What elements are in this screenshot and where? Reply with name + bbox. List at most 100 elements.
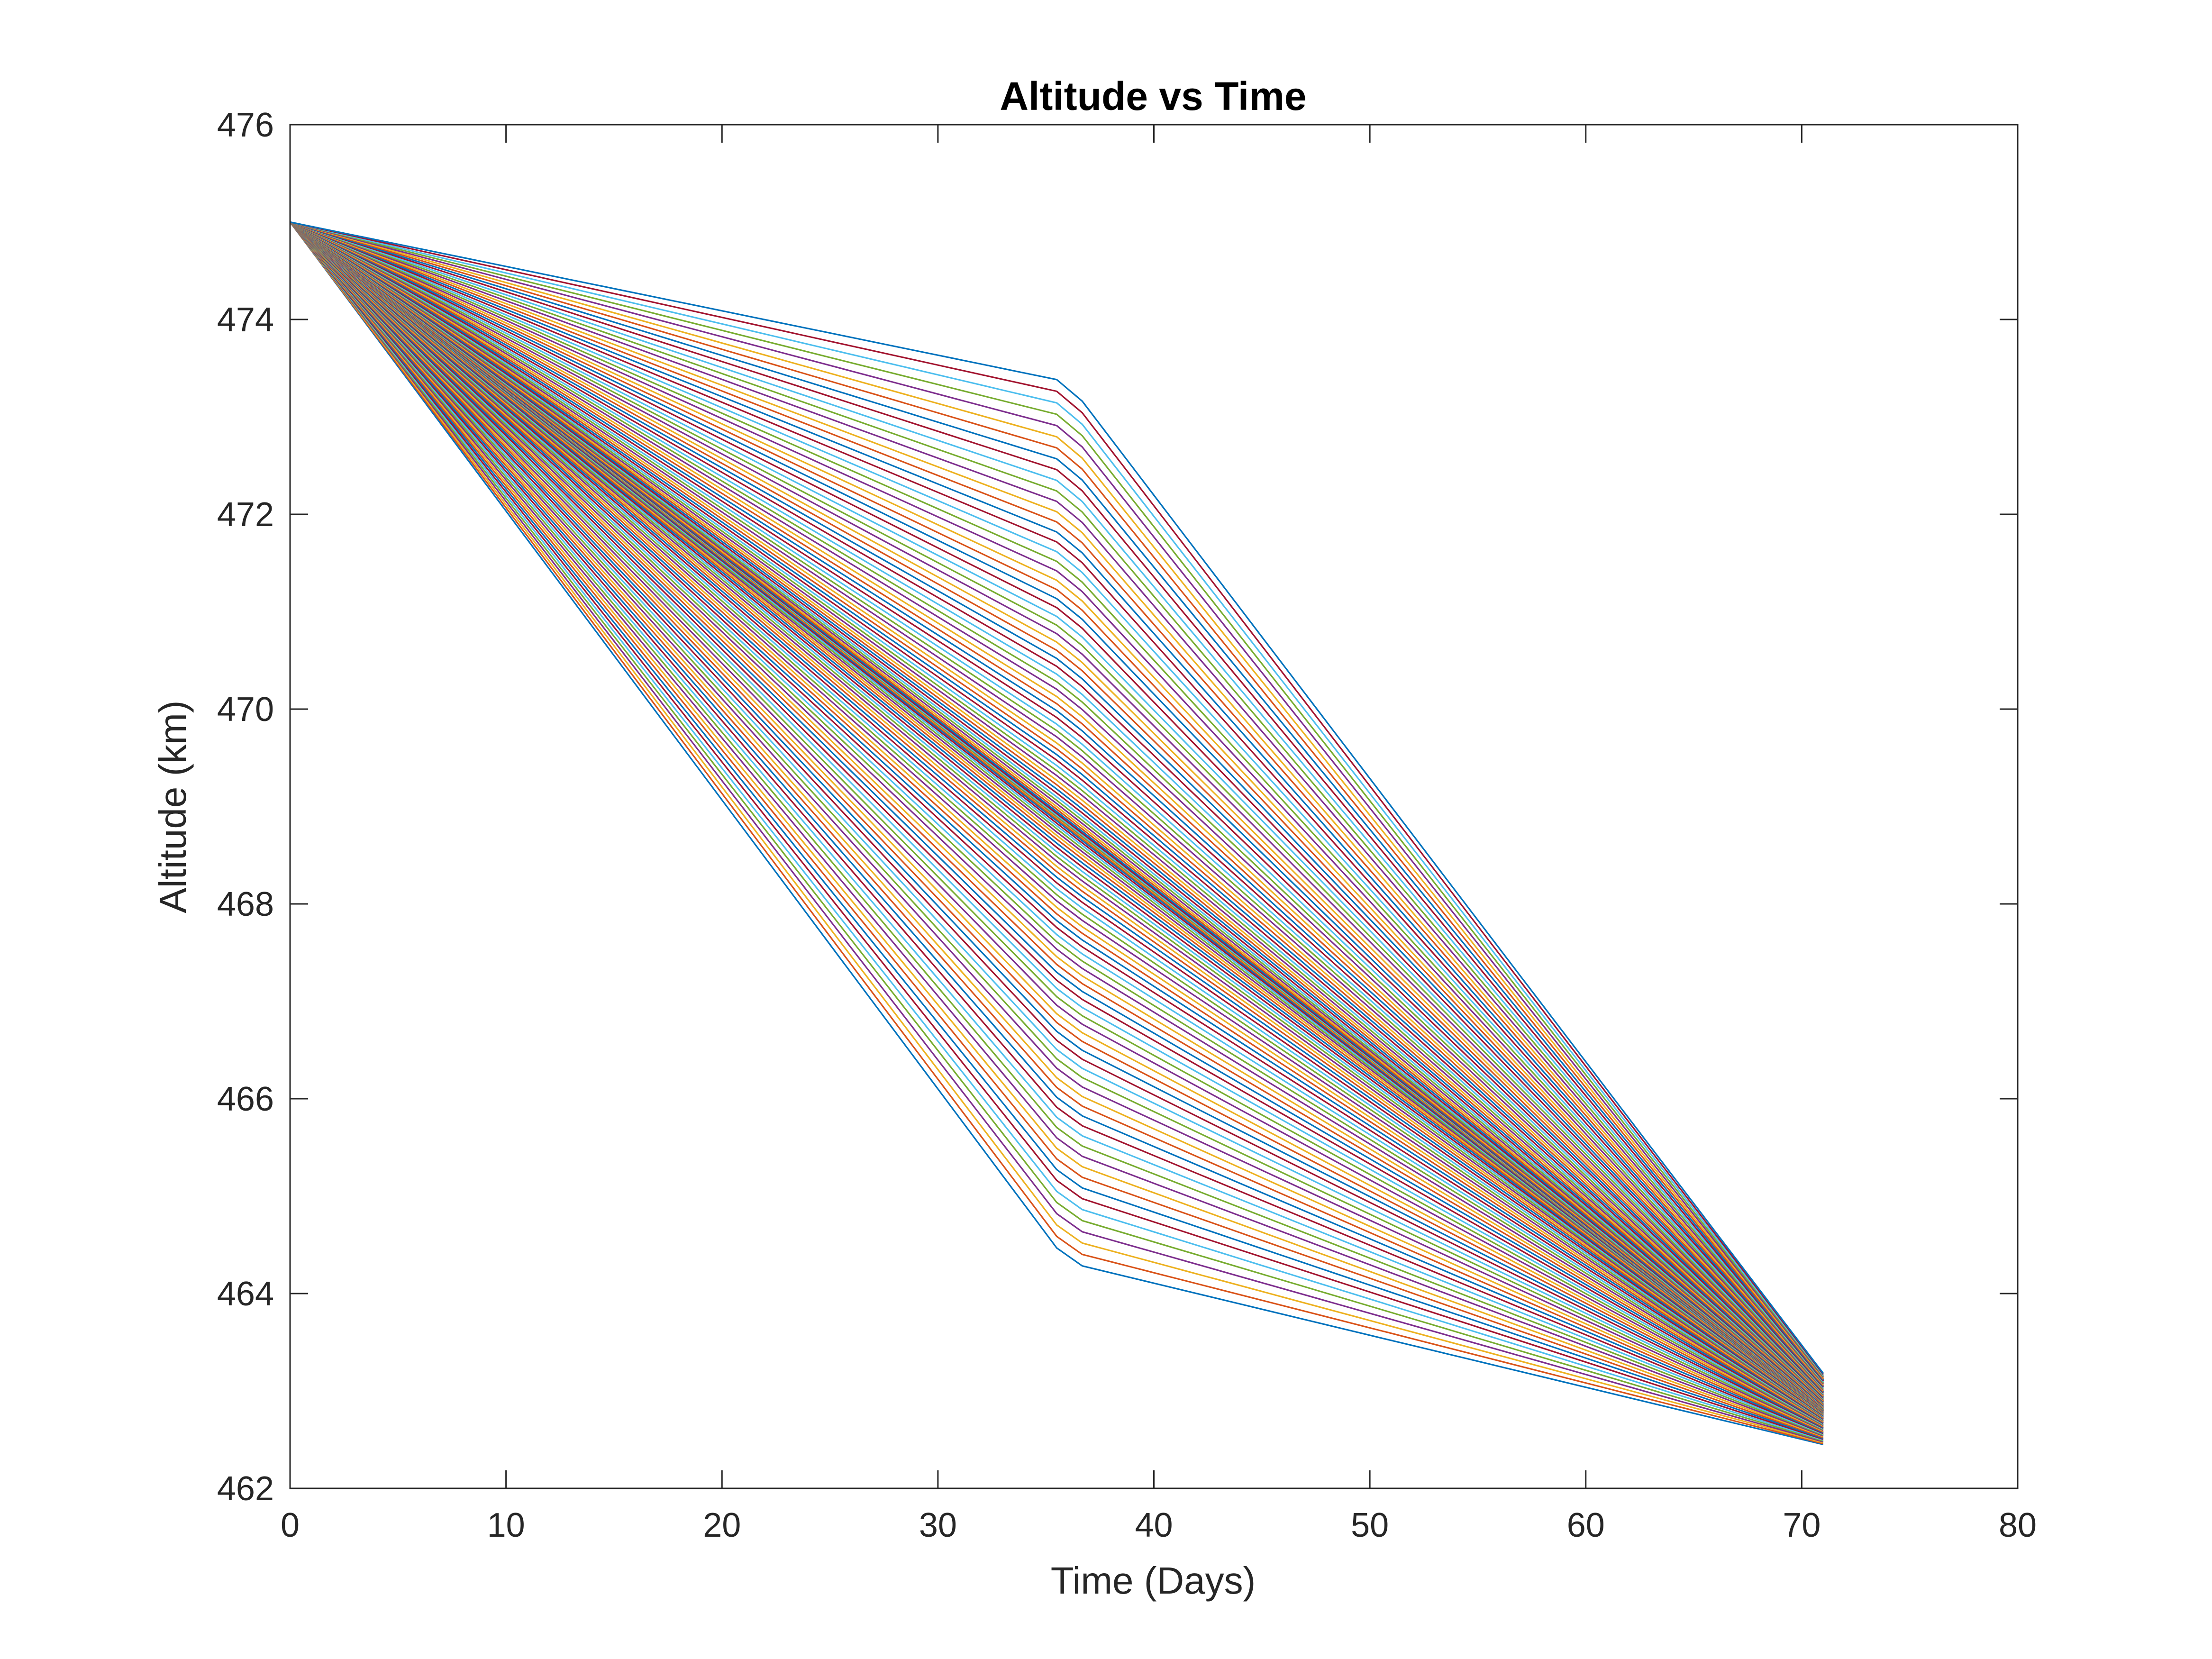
altitude-series-line xyxy=(289,221,1824,1420)
altitude-series-line xyxy=(290,221,1824,1376)
altitude-series-line xyxy=(289,221,1824,1437)
x-tick-label: 40 xyxy=(1135,1506,1173,1544)
x-tick-label: 80 xyxy=(1999,1506,2037,1544)
altitude-series-line xyxy=(289,221,1824,1419)
altitude-series-line xyxy=(289,221,1824,1427)
altitude-series-line xyxy=(289,221,1824,1440)
altitude-series-line xyxy=(289,221,1824,1416)
y-tick-label: 472 xyxy=(217,496,274,534)
altitude-series-line xyxy=(290,221,1824,1386)
altitude-series-line xyxy=(290,221,1824,1382)
altitude-series-line xyxy=(289,221,1824,1433)
y-axis: 462 464 466 468 470 472 474 476 xyxy=(217,106,2018,1508)
altitude-series-line xyxy=(290,221,1824,1402)
altitude-series-line xyxy=(290,221,1824,1384)
altitude-series-line xyxy=(289,221,1824,1431)
altitude-series-line xyxy=(290,221,1824,1389)
altitude-series-line xyxy=(289,221,1824,1431)
altitude-series-line xyxy=(290,221,1824,1413)
x-tick-label: 0 xyxy=(281,1506,300,1544)
series-lines xyxy=(289,221,1824,1446)
y-tick-label: 462 xyxy=(217,1470,274,1508)
altitude-series-line xyxy=(289,221,1824,1426)
altitude-series-line xyxy=(290,221,1824,1378)
altitude-series-line xyxy=(290,221,1824,1395)
altitude-series-line xyxy=(290,221,1824,1374)
altitude-series-line xyxy=(289,221,1824,1428)
altitude-series-line xyxy=(289,221,1824,1440)
altitude-series-line xyxy=(290,221,1824,1377)
altitude-series-line xyxy=(290,221,1824,1409)
altitude-series-line xyxy=(289,221,1824,1424)
altitude-series-line xyxy=(290,221,1824,1400)
altitude-series-line xyxy=(289,221,1824,1418)
altitude-series-line xyxy=(289,221,1824,1418)
y-tick-label: 464 xyxy=(217,1275,274,1313)
altitude-series-line xyxy=(289,221,1824,1441)
altitude-series-line xyxy=(290,221,1824,1387)
x-tick-label: 20 xyxy=(703,1506,741,1544)
altitude-series-line xyxy=(289,221,1824,1435)
altitude-series-line xyxy=(289,221,1824,1421)
altitude-series-line xyxy=(289,221,1824,1442)
altitude-series-line xyxy=(290,221,1824,1407)
altitude-series-line xyxy=(290,221,1824,1409)
altitude-series-line xyxy=(290,221,1824,1403)
x-axis-label: Time (Days) xyxy=(1051,1559,1256,1602)
altitude-series-line xyxy=(290,221,1824,1405)
altitude-series-line xyxy=(290,221,1824,1398)
altitude-series-line xyxy=(289,221,1824,1433)
altitude-series-line xyxy=(289,221,1824,1425)
altitude-series-line xyxy=(289,221,1824,1417)
altitude-series-line xyxy=(290,221,1824,1397)
altitude-series-line xyxy=(289,221,1824,1419)
y-tick-label: 476 xyxy=(217,106,274,144)
altitude-series-line xyxy=(290,221,1824,1407)
altitude-series-line xyxy=(290,221,1824,1413)
altitude-series-line xyxy=(290,221,1824,1390)
altitude-series-line xyxy=(289,221,1824,1414)
altitude-series-line xyxy=(290,221,1824,1406)
altitude-series-line xyxy=(290,221,1824,1410)
altitude-series-line xyxy=(290,221,1824,1408)
altitude-series-line xyxy=(289,221,1824,1446)
altitude-series-line xyxy=(289,221,1824,1434)
altitude-series-line xyxy=(289,221,1824,1413)
altitude-series-line xyxy=(289,221,1824,1438)
altitude-series-line xyxy=(290,221,1824,1390)
altitude-series-line xyxy=(289,221,1824,1445)
altitude-series-line xyxy=(290,221,1824,1395)
altitude-series-line xyxy=(290,221,1824,1404)
y-tick-label: 468 xyxy=(217,885,274,923)
altitude-series-line xyxy=(290,221,1824,1392)
altitude-series-line xyxy=(289,221,1824,1439)
y-tick-label: 474 xyxy=(217,301,274,339)
altitude-series-line xyxy=(290,221,1824,1410)
altitude-series-line xyxy=(290,221,1824,1393)
x-tick-label: 70 xyxy=(1783,1506,1821,1544)
altitude-series-line xyxy=(290,221,1824,1404)
x-tick-label: 30 xyxy=(919,1506,957,1544)
altitude-series-line xyxy=(289,221,1824,1444)
altitude-series-line xyxy=(289,221,1824,1436)
altitude-series-line xyxy=(290,221,1824,1383)
altitude-series-line xyxy=(290,221,1824,1398)
altitude-series-line xyxy=(289,221,1824,1420)
altitude-series-line xyxy=(290,221,1824,1385)
altitude-series-line xyxy=(290,221,1824,1401)
altitude-series-line xyxy=(290,221,1824,1401)
altitude-series-line xyxy=(290,221,1824,1408)
y-axis-label: Altitude (km) xyxy=(152,701,194,913)
altitude-series-line xyxy=(290,221,1824,1404)
altitude-series-line xyxy=(289,221,1824,1428)
altitude-series-line xyxy=(290,221,1824,1402)
altitude-series-line xyxy=(289,221,1824,1422)
altitude-series-line xyxy=(289,221,1824,1443)
altitude-series-line xyxy=(289,221,1824,1415)
altitude-series-line xyxy=(289,221,1824,1421)
x-tick-label: 10 xyxy=(487,1506,525,1544)
altitude-series-line xyxy=(290,221,1824,1380)
altitude-series-line xyxy=(290,221,1824,1391)
altitude-series-line xyxy=(289,221,1824,1414)
chart-title: Altitude vs Time xyxy=(1000,74,1306,118)
